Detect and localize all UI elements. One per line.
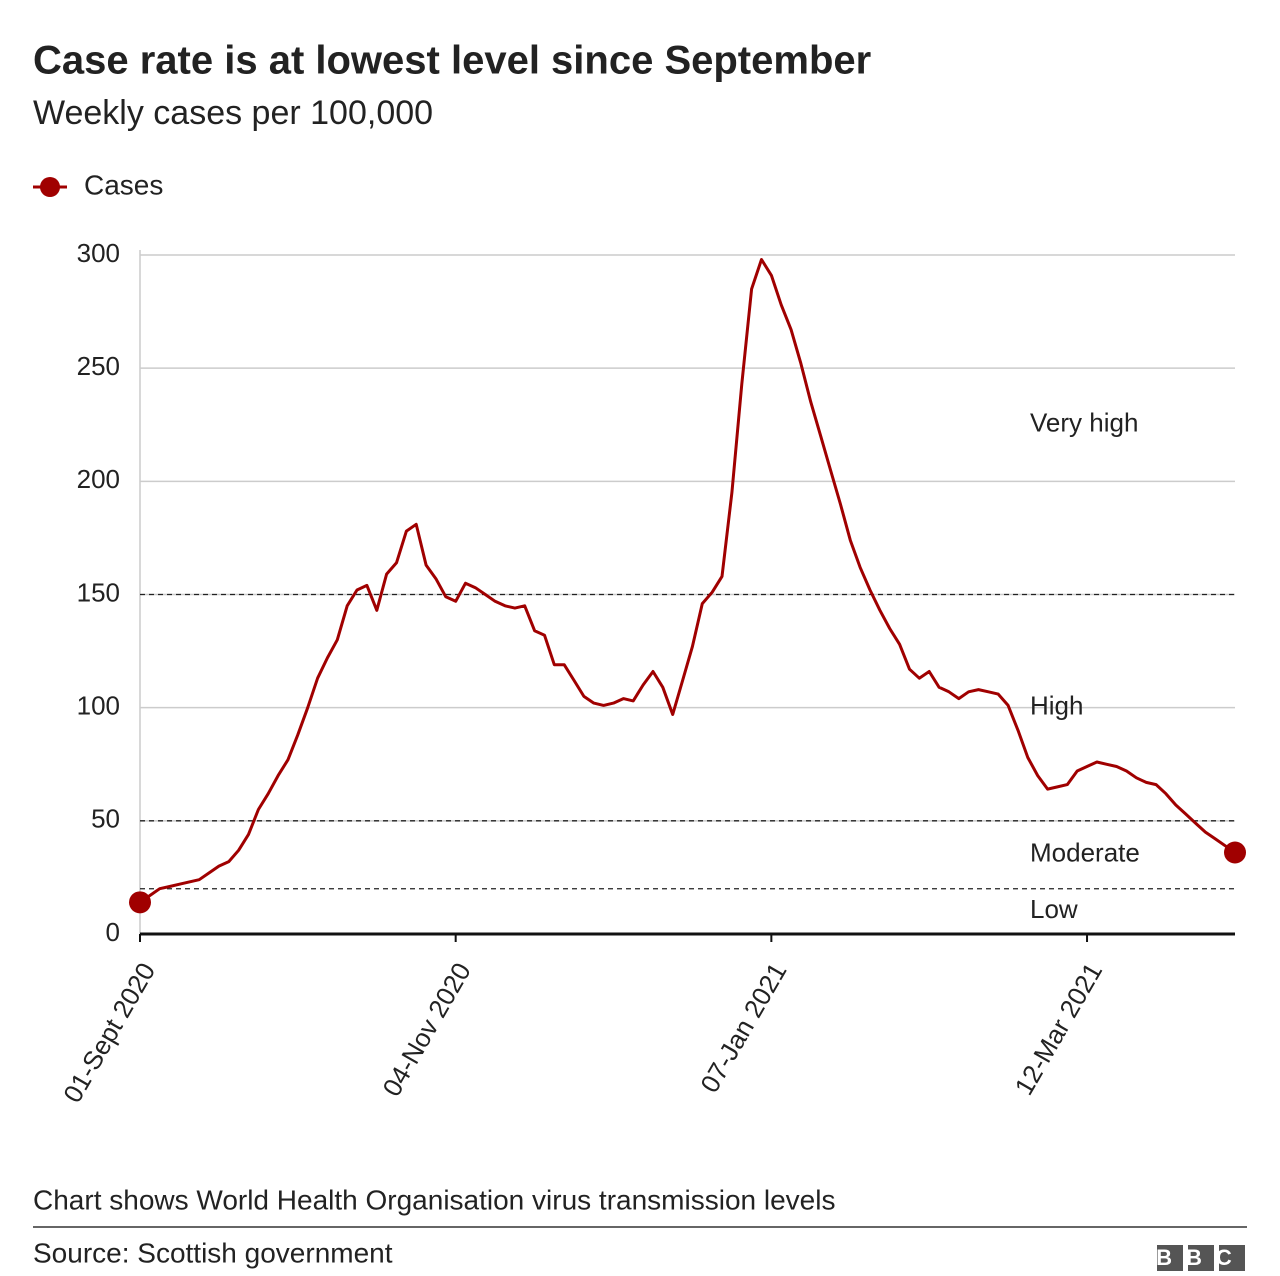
y-tick-label: 100 — [77, 691, 120, 721]
zone-label: High — [1030, 691, 1083, 721]
endpoint-marker — [129, 891, 151, 914]
chart-title: Case rate is at lowest level since Septe… — [33, 39, 871, 83]
caption: Chart shows World Health Organisation vi… — [33, 1184, 835, 1215]
y-tick-label: 250 — [77, 351, 120, 381]
y-tick-label: 0 — [106, 917, 120, 947]
y-tick-label: 50 — [91, 804, 120, 834]
x-tick-label: 04-Nov 2020 — [376, 957, 476, 1101]
zone-label: Low — [1030, 894, 1078, 924]
logo-text: BBC — [1156, 1245, 1246, 1270]
series-line — [139, 258, 1236, 904]
zone-label: Moderate — [1030, 838, 1140, 868]
legend-label: Cases — [84, 169, 163, 200]
x-tick-label: 12-Mar 2021 — [1008, 957, 1108, 1100]
chart-subtitle: Weekly cases per 100,000 — [33, 94, 433, 132]
y-tick-label: 150 — [77, 577, 120, 607]
y-tick-label: 300 — [77, 238, 120, 268]
x-tick-label: 01-Sept 2020 — [57, 957, 161, 1107]
y-tick-label: 200 — [77, 464, 120, 494]
legend-marker — [40, 177, 60, 197]
zone-label: Very high — [1030, 408, 1138, 438]
x-tick-label: 07-Jan 2021 — [694, 957, 792, 1097]
source: Source: Scottish government — [33, 1237, 393, 1268]
logo — [1157, 1245, 1245, 1271]
endpoint-marker — [1224, 841, 1246, 864]
